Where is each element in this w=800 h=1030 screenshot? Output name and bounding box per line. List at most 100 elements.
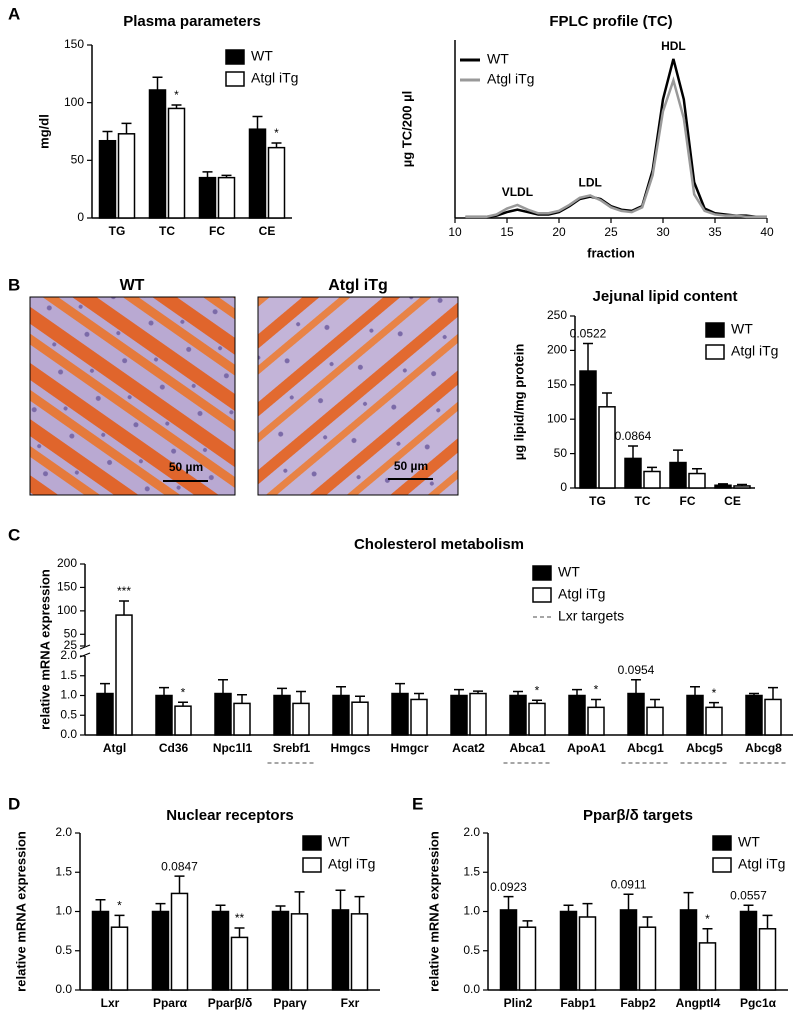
bar xyxy=(410,698,428,736)
bar xyxy=(151,910,170,991)
x-tick-label: Fabp1 xyxy=(560,996,596,1010)
error-bar xyxy=(171,104,182,109)
x-tick-label: Fxr xyxy=(341,996,360,1010)
error-bar xyxy=(623,893,634,910)
x-tick-label: Cd36 xyxy=(159,741,189,755)
bar xyxy=(214,692,232,736)
y-tick-label: 1.5 xyxy=(463,864,480,878)
y-tick-label: 150 xyxy=(547,377,567,391)
bar xyxy=(233,702,251,736)
legend-label: Atgl iTg xyxy=(731,343,778,359)
peak-label: HDL xyxy=(661,39,686,53)
x-tick-label: Angptl4 xyxy=(676,996,721,1010)
annotation: * xyxy=(535,683,540,697)
error-bar xyxy=(591,698,601,708)
bar xyxy=(705,706,723,736)
x-tick-label: Fabp2 xyxy=(620,996,656,1010)
error-bar xyxy=(271,142,282,148)
chart-title: Nuclear receptors xyxy=(166,807,294,824)
bar xyxy=(170,892,189,991)
bar xyxy=(764,698,782,736)
error-bar xyxy=(563,904,574,912)
y-tick-label: 1.5 xyxy=(60,668,77,682)
legend-label: WT xyxy=(558,564,580,580)
bar xyxy=(110,926,129,991)
legend-swatch xyxy=(705,344,725,360)
bar xyxy=(499,909,518,991)
legend-swatch xyxy=(705,322,725,338)
bar xyxy=(115,614,133,736)
chart-title: FPLC profile (TC) xyxy=(549,13,672,30)
annotation: * xyxy=(594,683,599,697)
error-bar xyxy=(174,875,185,894)
bar xyxy=(528,702,546,736)
annotation: * xyxy=(274,126,279,140)
x-tick-label: Acat2 xyxy=(452,741,485,755)
bar xyxy=(117,133,136,219)
error-bar xyxy=(215,904,226,912)
x-tick-label: 15 xyxy=(500,225,514,239)
bar xyxy=(290,913,309,991)
bar xyxy=(469,692,487,736)
legend-swatch xyxy=(532,565,552,581)
error-bar xyxy=(277,687,287,696)
error-bar xyxy=(102,130,113,141)
error-bar xyxy=(743,904,754,912)
error-bar xyxy=(532,699,542,704)
y-tick-label: 1.0 xyxy=(55,904,72,918)
error-bar xyxy=(221,174,232,178)
x-tick-label: Hmgcs xyxy=(330,741,370,755)
x-tick-label: Srebf1 xyxy=(273,741,311,755)
bar xyxy=(450,694,468,736)
y-axis-label: relative mRNA expression xyxy=(13,831,28,992)
annotation: 0.0847 xyxy=(161,859,198,873)
error-bar xyxy=(690,686,700,696)
micrograph xyxy=(257,296,459,496)
chart-title: Jejunal lipid content xyxy=(592,288,737,305)
error-bar xyxy=(673,449,683,463)
y-tick-label: 250 xyxy=(547,308,567,322)
scale-bar-label: 50 µm xyxy=(394,459,428,473)
x-tick-label: 35 xyxy=(708,225,722,239)
error-bar xyxy=(335,889,346,910)
legend-label: WT xyxy=(328,834,350,850)
bar xyxy=(559,910,578,991)
error-bar xyxy=(218,678,228,694)
x-tick-label: 20 xyxy=(552,225,566,239)
bar xyxy=(745,694,763,736)
bar xyxy=(332,694,350,736)
x-tick-label: Abcg1 xyxy=(627,741,664,755)
y-tick-label: 0.5 xyxy=(60,707,77,721)
bar xyxy=(248,128,267,219)
panel-letter: E xyxy=(412,794,423,813)
error-bar xyxy=(737,483,747,486)
bar xyxy=(350,913,369,991)
bar xyxy=(174,705,192,736)
annotation: 0.0954 xyxy=(618,663,655,677)
bar xyxy=(273,694,291,736)
error-bar xyxy=(631,678,641,694)
y-tick-label: 0.5 xyxy=(55,943,72,957)
x-tick-label: CE xyxy=(259,224,276,238)
y-axis-label: µg lipid/mg protein xyxy=(511,344,526,461)
bar xyxy=(351,701,369,736)
y-tick-label: 2.0 xyxy=(55,825,72,839)
x-tick-label: Plin2 xyxy=(504,996,533,1010)
panel-letter: B xyxy=(8,275,20,294)
bar xyxy=(686,694,704,736)
y-tick-label: 50 xyxy=(554,446,568,460)
legend-label: Atgl iTg xyxy=(487,71,534,87)
annotation: * xyxy=(117,899,122,913)
bar xyxy=(688,472,706,489)
error-bar xyxy=(709,701,719,708)
y-tick-label: 50 xyxy=(64,626,78,640)
bar xyxy=(271,910,290,991)
legend-label: WT xyxy=(251,48,273,64)
error-bar xyxy=(296,690,306,704)
error-bar xyxy=(642,916,653,928)
legend-label: WT xyxy=(731,321,753,337)
x-tick-label: Pparβ/δ xyxy=(208,996,253,1010)
y-tick-label: 1.0 xyxy=(60,688,77,702)
y-tick-label: 100 xyxy=(57,603,77,617)
